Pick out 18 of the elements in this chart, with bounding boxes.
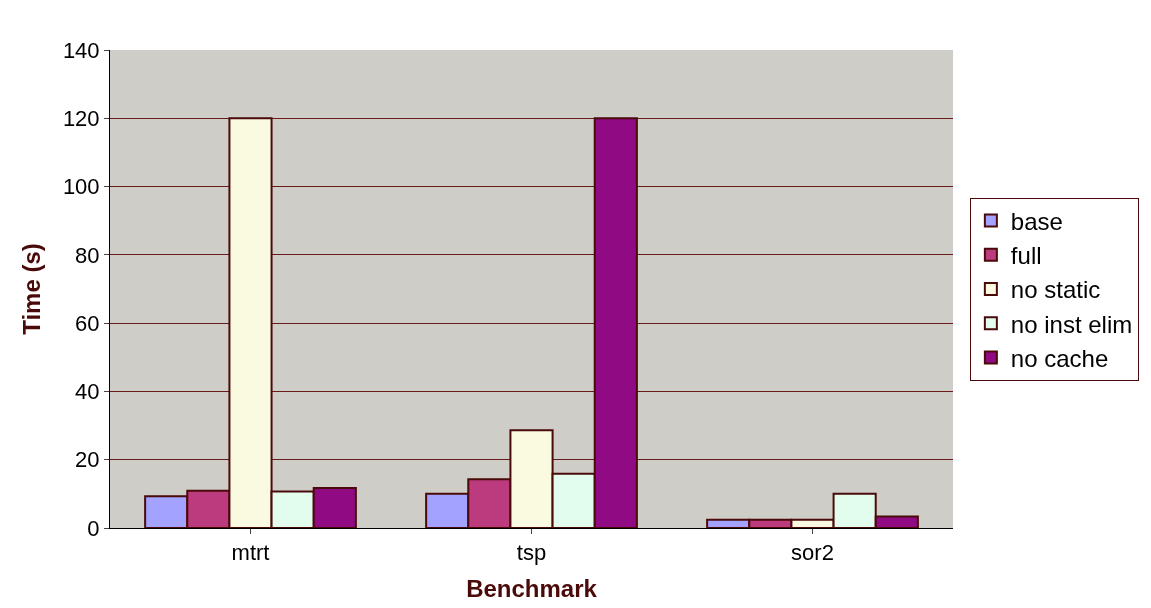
x-axis-title: Benchmark: [466, 574, 598, 602]
legend-label: no static: [1010, 276, 1101, 304]
y-tick-label: 120: [62, 105, 100, 131]
x-tick-label: tsp: [516, 540, 547, 566]
y-tick-label: 80: [75, 242, 100, 268]
x-tick-label: sor2: [791, 540, 834, 566]
legend-label: no inst elim: [1010, 310, 1133, 338]
x-tick-label: mtrt: [231, 540, 270, 566]
y-tick-label: 40: [75, 379, 100, 405]
y-tick-label: 60: [75, 310, 100, 336]
y-tick-label: 100: [62, 174, 100, 200]
y-tick-label: 20: [75, 447, 100, 473]
legend-label: no cache: [1010, 344, 1109, 372]
y-axis-title: Time (s): [17, 243, 45, 335]
y-tick-label: 140: [62, 37, 100, 63]
legend-label: base: [1010, 207, 1063, 235]
legend-label: full: [1010, 242, 1042, 270]
y-tick-label: 0: [87, 515, 100, 541]
